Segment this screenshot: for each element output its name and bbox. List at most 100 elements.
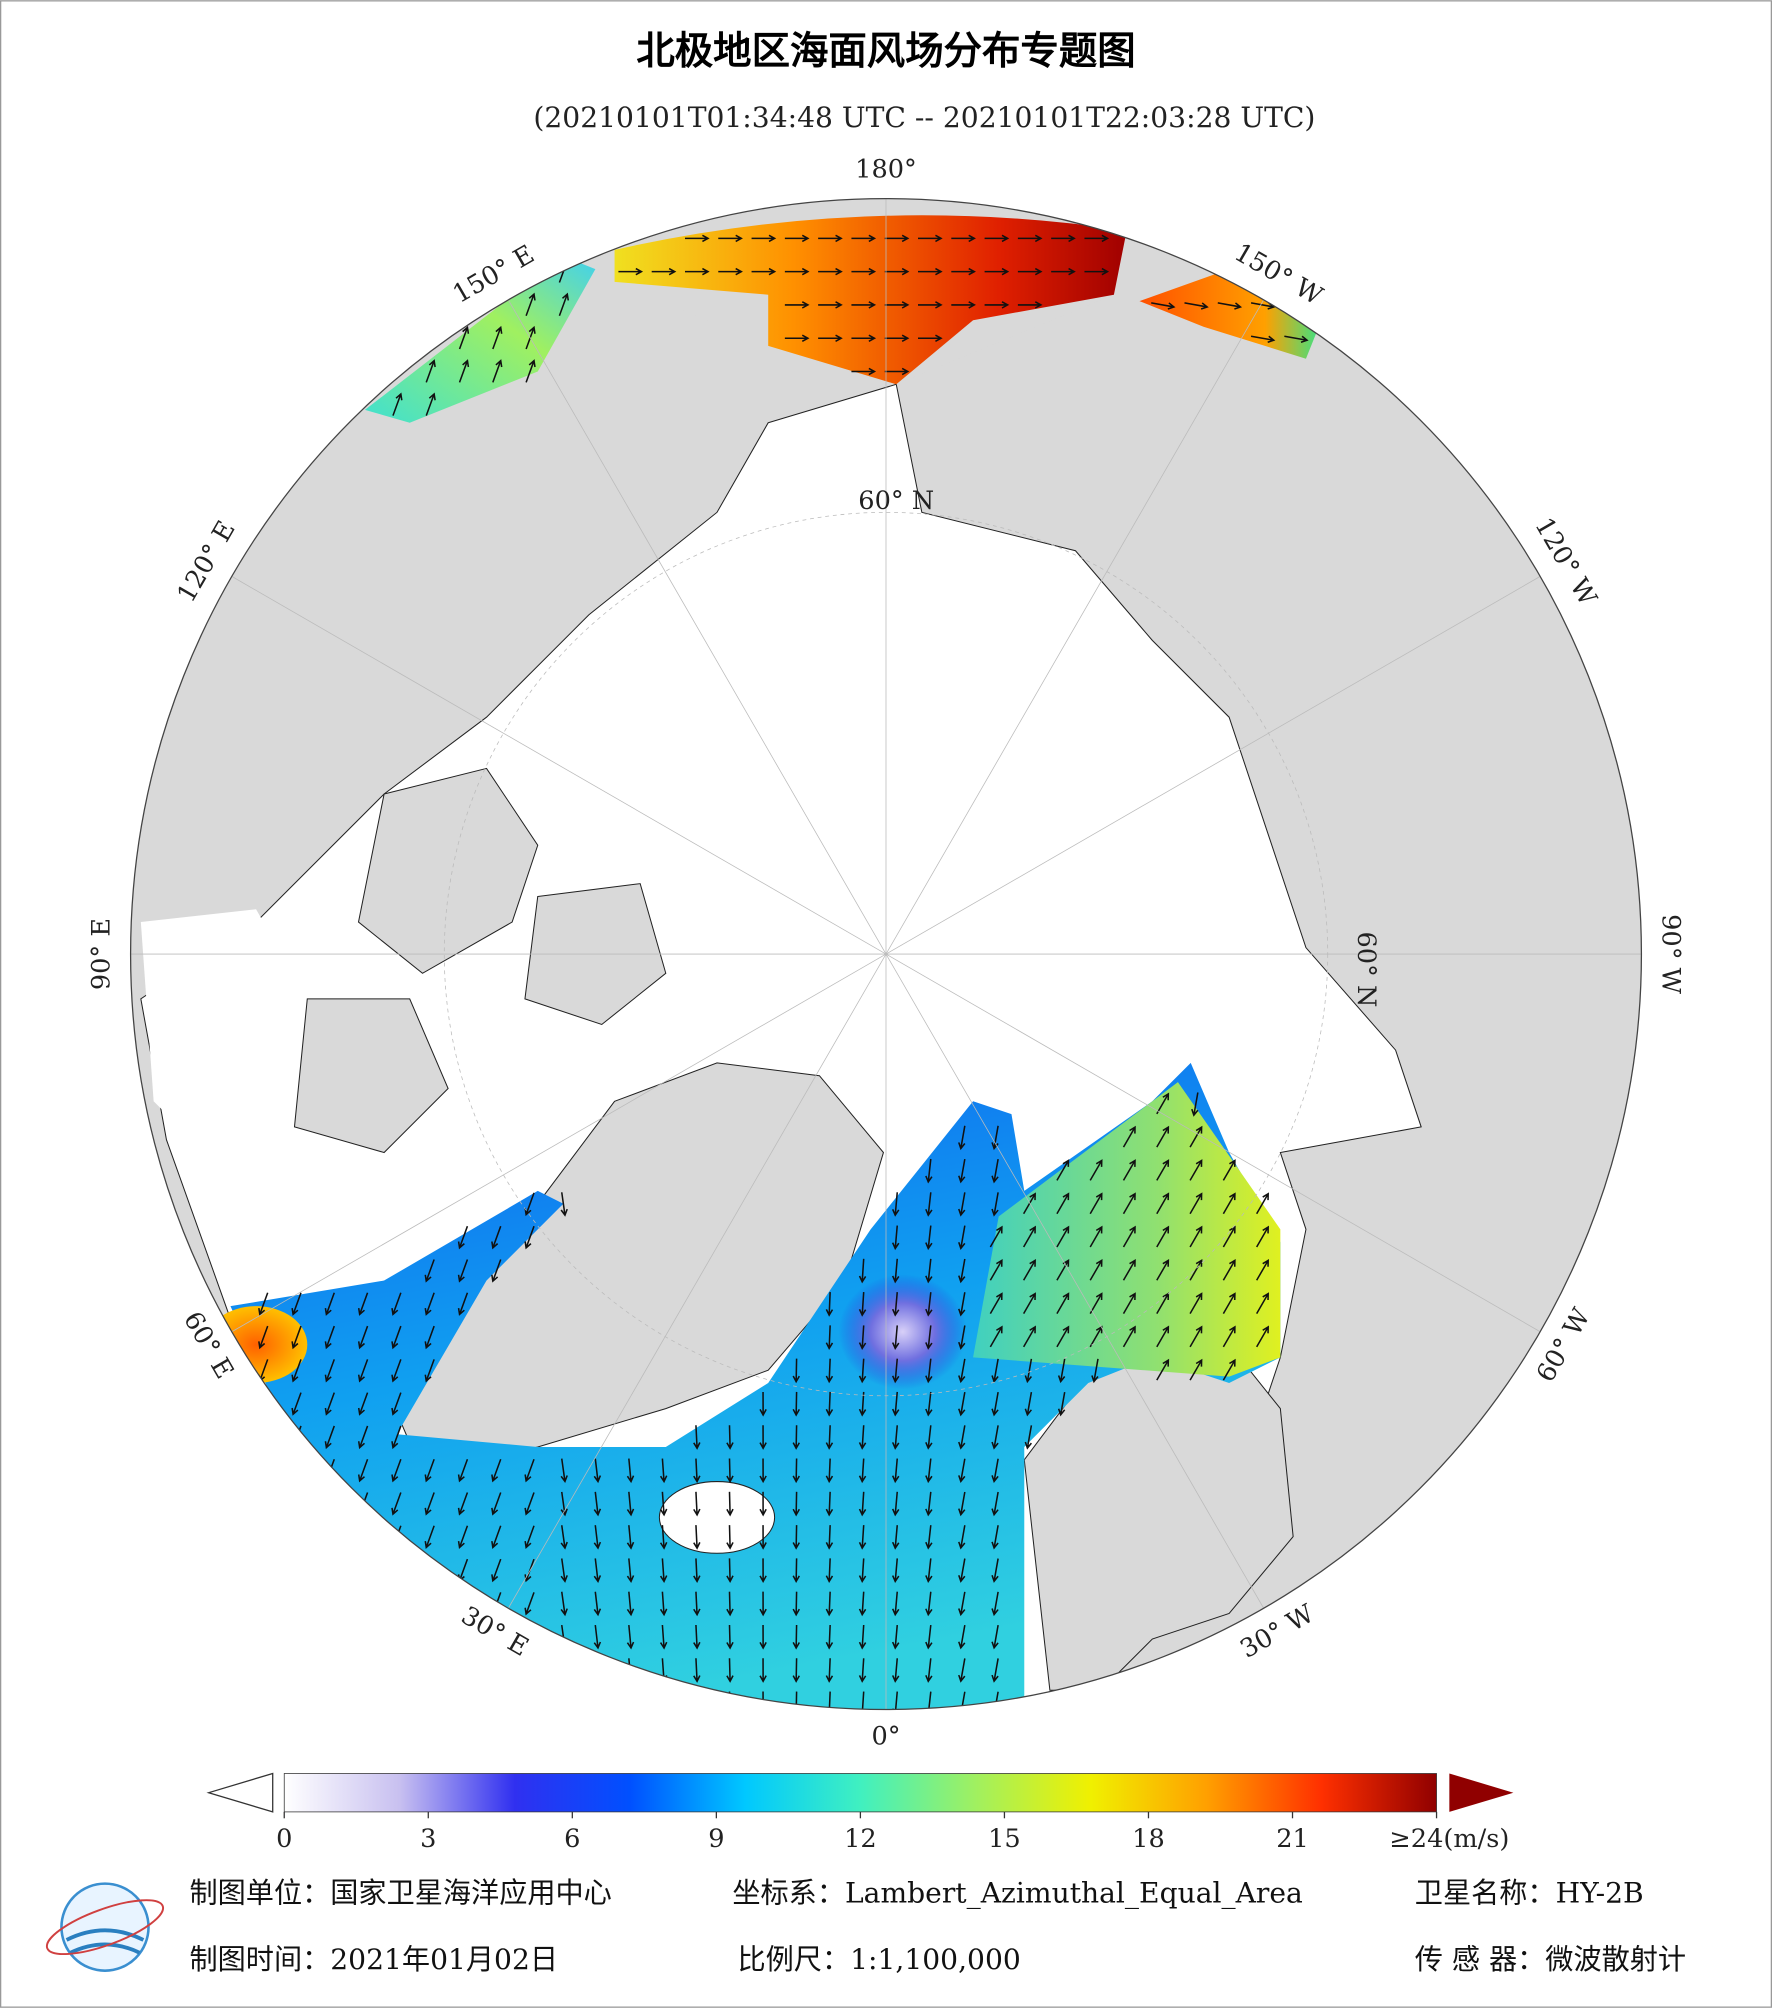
wind-arrow: [1024, 1425, 1033, 1450]
wind-arrow: [818, 301, 843, 309]
wind-arrow: [918, 234, 943, 243]
wind-arrow: [825, 1292, 834, 1317]
wind-arrow: [958, 1158, 966, 1184]
wind-arrow: [858, 1391, 867, 1417]
wind-arrow: [1056, 1325, 1070, 1348]
wind-arrow: [651, 267, 677, 276]
wind-arrow: [925, 1591, 933, 1617]
logo-waves: [65, 1928, 145, 1955]
wind-arrow: [858, 1591, 867, 1617]
meridian: [507, 953, 887, 1609]
wind-arrow: [492, 325, 503, 350]
wind-arrow: [925, 1225, 933, 1251]
wind-arrow: [759, 1558, 767, 1584]
wind-arrow: [1255, 1325, 1269, 1348]
wind-arrow: [718, 234, 743, 243]
wind-arrow: [457, 1292, 469, 1316]
wind-arrow: [1189, 1292, 1203, 1314]
footer-text: 比例尺：1:1,100,000: [737, 1943, 1020, 1976]
wind-arrow: [392, 392, 403, 416]
wind-arrow: [726, 1658, 734, 1683]
wind-arrow: [726, 1458, 734, 1484]
wind-arrow: [1222, 1159, 1236, 1181]
lon-label: 90° W: [1656, 914, 1686, 994]
wind-arrow: [659, 1491, 668, 1517]
wind-arrow: [784, 267, 810, 276]
wind-arrow: [891, 1525, 900, 1550]
wind-arrow: [884, 234, 910, 243]
wind-arrow: [925, 1158, 933, 1184]
wind-arrow: [560, 1192, 568, 1217]
wind-arrow: [891, 1358, 900, 1384]
wind-arrow: [884, 267, 910, 276]
wind-arrow: [1056, 1258, 1070, 1281]
wind-arrow: [759, 1491, 767, 1517]
wind-arrow: [1051, 234, 1076, 243]
wind-arrow: [659, 1525, 668, 1550]
wind-arrow: [424, 1558, 435, 1583]
wind-arrow: [457, 1525, 469, 1549]
wind-arrow: [659, 1558, 668, 1584]
wind-arrow: [858, 1558, 867, 1584]
wind-arrow: [1089, 1258, 1103, 1281]
logo: [45, 1882, 165, 1972]
wind-arrow: [659, 1591, 668, 1617]
wind-arrow: [792, 1558, 800, 1584]
wind-arrow: [958, 1192, 966, 1217]
wind-arrow: [1151, 302, 1176, 310]
wind-arrow: [1122, 1325, 1136, 1348]
wind-arrow: [1255, 1292, 1269, 1314]
wind-arrow: [560, 1525, 568, 1550]
wind-arrow: [693, 1624, 701, 1650]
wind-arrow: [524, 1192, 535, 1217]
wind-arrow: [1024, 1358, 1033, 1384]
wind-arrow: [457, 1259, 469, 1283]
wind-arrow: [1222, 1358, 1236, 1381]
wind-arrow: [1022, 1292, 1036, 1314]
wind-arrow: [524, 1525, 535, 1549]
wind-arrow: [593, 1591, 602, 1617]
wind-arrow: [991, 1192, 999, 1217]
wind-arrow: [524, 1492, 535, 1516]
wind-arrow: [618, 267, 644, 276]
wind-arrow: [693, 1525, 701, 1550]
wind-arrow: [1017, 267, 1043, 276]
meridian: [231, 953, 887, 1333]
wind-arrow: [391, 1425, 402, 1450]
wind-arrow: [1022, 1258, 1036, 1281]
wind-arrow: [825, 1491, 834, 1517]
wind-arrow: [718, 267, 743, 276]
meridian: [885, 953, 1265, 1609]
wind-arrow: [984, 267, 1010, 276]
wind-arrow: [258, 1325, 269, 1350]
wind-arrow: [1057, 1391, 1066, 1417]
wind-arrow: [458, 359, 470, 383]
wind-arrow: [1250, 335, 1276, 343]
wind-arrow: [991, 1491, 999, 1517]
wind-arrow: [884, 301, 910, 309]
wind-arrow: [391, 1325, 402, 1350]
wind-arrow: [291, 1292, 302, 1316]
wind-arrow: [291, 1325, 302, 1350]
wind-arrow: [891, 1325, 900, 1350]
map-edge: [129, 198, 1643, 1711]
wind-arrow: [357, 1325, 369, 1350]
wind-arrow: [525, 359, 536, 383]
wind-arrow: [1189, 1258, 1203, 1281]
wind-arrow: [1222, 1292, 1236, 1314]
wind-arrow: [951, 267, 976, 276]
wind-arrow: [989, 1325, 1003, 1348]
arctic-islands: [293, 767, 667, 1154]
wind-arrow: [958, 1591, 966, 1617]
wind-arrow: [984, 301, 1010, 309]
wind-arrow: [858, 1525, 867, 1550]
wind-arrow: [891, 1391, 900, 1417]
colorbar-tick-label: 9: [708, 1824, 724, 1854]
wind-arrow: [1089, 1225, 1103, 1248]
wind-arrow: [324, 1425, 335, 1450]
wind-arrow: [684, 267, 710, 276]
wind-arrow: [891, 1192, 900, 1217]
wind-arrow: [1122, 1292, 1136, 1314]
meridian: [885, 576, 1541, 955]
wind-arrow: [491, 1525, 502, 1549]
